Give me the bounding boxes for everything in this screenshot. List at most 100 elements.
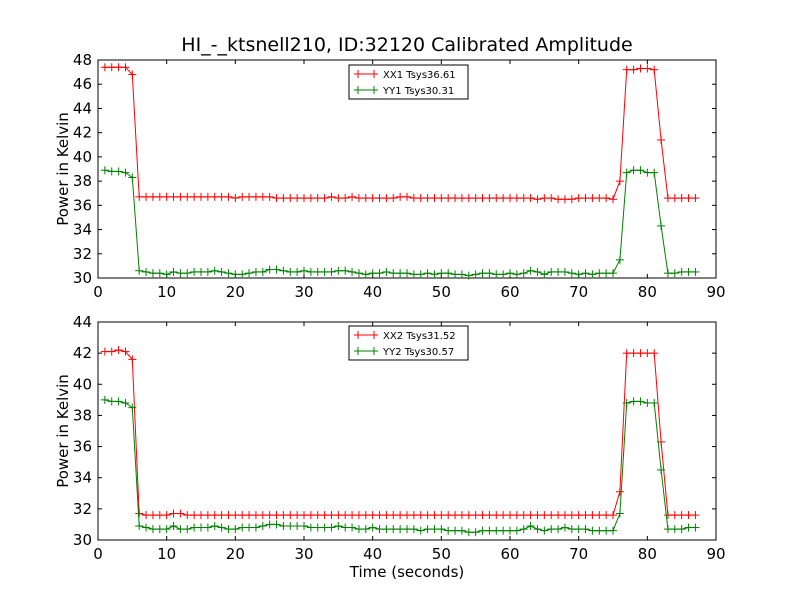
data-point: [670, 194, 679, 203]
data-point: [499, 511, 508, 520]
data-point: [210, 511, 219, 520]
data-point: [588, 270, 597, 279]
data-point: [224, 269, 233, 278]
data-point: [361, 525, 370, 534]
y-tick-label: 42: [73, 124, 92, 142]
data-point: [499, 194, 508, 203]
data-point: [457, 511, 466, 520]
data-point: [320, 194, 329, 203]
x-tick-label: 10: [157, 545, 176, 563]
data-point: [430, 511, 439, 520]
data-point: [622, 65, 631, 74]
data-point: [169, 267, 178, 276]
data-point: [286, 511, 295, 520]
data-point: [224, 525, 233, 534]
data-point: [485, 526, 494, 535]
data-point: [197, 511, 205, 520]
data-point: [663, 194, 672, 203]
data-point: [574, 194, 583, 203]
data-point: [100, 347, 109, 356]
data-point: [526, 194, 535, 203]
data-point: [293, 511, 302, 520]
data-point: [224, 511, 233, 520]
subplot-bottom: 0 10 20 30 40 50 60 70 80 90 30 32 34 36 38 40 42 44 Power…: [54, 313, 726, 581]
x-tick-label: 70: [569, 545, 588, 563]
data-point: [581, 194, 590, 203]
data-point: [162, 525, 171, 534]
data-point: [334, 511, 343, 520]
data-point: [162, 270, 171, 279]
data-point: [554, 525, 563, 534]
data-point: [258, 521, 267, 530]
data-point: [320, 511, 329, 520]
data-point: [354, 194, 363, 203]
data-point: [581, 525, 590, 534]
y-tick-label: 44: [73, 313, 92, 331]
data-point: [691, 194, 700, 203]
data-point: [306, 523, 315, 532]
y-tick-label: 38: [73, 172, 92, 190]
data-point: [663, 511, 672, 520]
data-point: [217, 523, 226, 532]
data-point: [478, 269, 487, 278]
data-point: [396, 511, 405, 520]
data-point: [423, 525, 432, 534]
data-point: [251, 523, 260, 532]
data-point: [615, 177, 624, 186]
data-point: [471, 528, 480, 537]
data-point: [334, 521, 343, 530]
data-point: [560, 267, 569, 276]
data-point: [423, 511, 432, 520]
data-point: [389, 269, 398, 278]
data-point: [354, 525, 363, 534]
data-point: [478, 526, 487, 535]
x-tick-label: 0: [93, 283, 103, 301]
y-tick-label: 40: [73, 148, 92, 166]
x-tick-label: 60: [500, 283, 519, 301]
data-point: [121, 347, 130, 356]
data-point: [231, 511, 240, 520]
data-point: [643, 398, 652, 407]
data-point: [629, 349, 638, 358]
data-point: [609, 511, 617, 520]
data-point: [389, 525, 398, 534]
data-point: [286, 194, 295, 203]
data-point: [512, 526, 521, 535]
data-point: [670, 269, 679, 278]
data-point: [526, 511, 535, 520]
data-point: [293, 194, 302, 203]
data-point: [636, 349, 645, 358]
data-point: [258, 192, 267, 201]
data-point: [492, 194, 501, 203]
data-point: [279, 266, 288, 275]
data-point: [540, 270, 549, 279]
data-point: [547, 511, 556, 520]
data-point: [100, 166, 109, 175]
data-point: [602, 511, 611, 520]
data-point: [691, 267, 700, 276]
data-point: [128, 355, 137, 364]
data-point: [403, 525, 411, 534]
data-point: [677, 194, 686, 203]
data-point: [300, 511, 308, 520]
data-point: [629, 397, 638, 406]
data-point: [210, 266, 219, 275]
data-point: [588, 194, 597, 203]
data-point: [265, 511, 274, 520]
y-tick-label: 32: [73, 245, 92, 263]
data-point: [231, 270, 240, 279]
data-point: [499, 526, 508, 535]
data-point: [286, 521, 295, 530]
y-tick-label: 34: [73, 221, 92, 239]
data-point: [602, 194, 611, 203]
data-point: [251, 192, 260, 201]
data-point: [526, 521, 535, 530]
data-point: [217, 267, 226, 276]
data-point: [595, 526, 604, 535]
data-point: [341, 523, 350, 532]
data-point: [327, 523, 336, 532]
data-point: [444, 511, 453, 520]
data-point: [650, 168, 659, 177]
data-point: [437, 269, 446, 278]
